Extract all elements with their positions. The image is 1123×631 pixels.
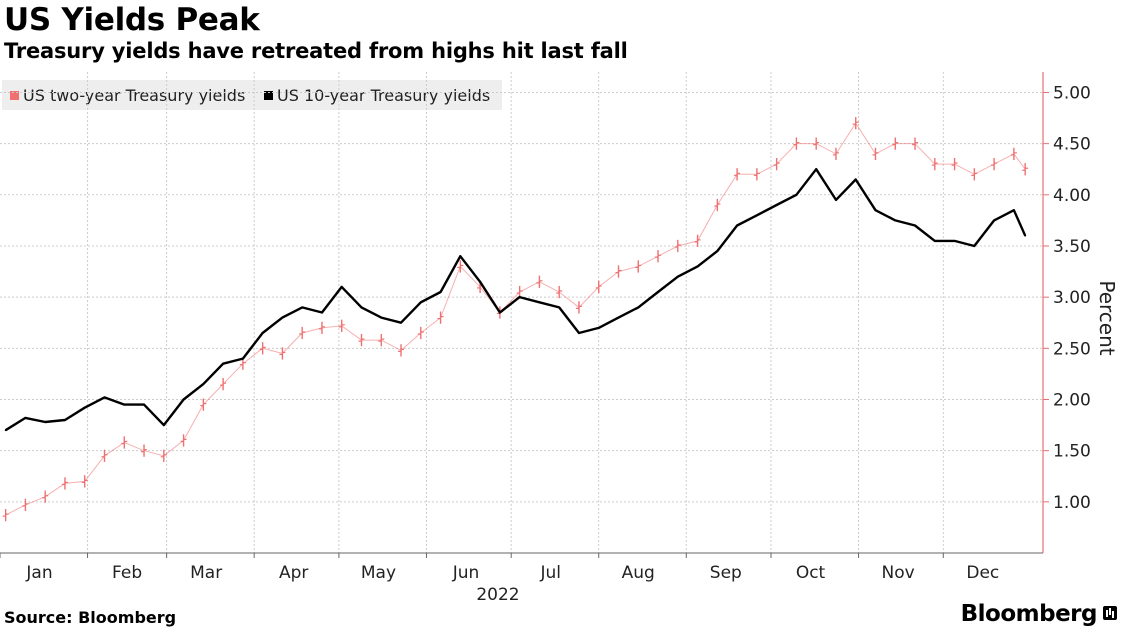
ten-year-point — [953, 239, 956, 242]
ten-year-point — [914, 224, 916, 227]
ten-year-point — [301, 306, 304, 309]
ten-year-point — [716, 250, 719, 252]
legend-item-ten-year: US 10-year Treasury yields — [264, 86, 490, 105]
legend-label-ten-year: US 10-year Treasury yields — [277, 86, 491, 105]
x-axis-year-label: 2022 — [476, 585, 519, 605]
ten-year-point — [143, 403, 145, 406]
ten-year-point — [321, 311, 323, 314]
ten-year-point — [123, 403, 126, 406]
ten-year-point — [795, 193, 798, 196]
ten-year-point — [498, 311, 501, 314]
ten-year-point — [419, 301, 422, 304]
legend-swatch-ten-year — [264, 91, 273, 100]
ten-year-point — [854, 178, 857, 181]
ten-year-point — [874, 209, 877, 212]
ten-year-point — [933, 239, 936, 242]
ten-year-point — [538, 301, 541, 304]
legend-swatch-two-year — [10, 91, 19, 100]
legend-item-two-year: US two-year Treasury yields — [10, 86, 245, 105]
ten-year-point — [241, 357, 244, 360]
x-tick-label: Sep — [710, 563, 742, 583]
ten-year-point — [1024, 234, 1027, 237]
y-tick-label: 2.50 — [1053, 339, 1091, 359]
ten-year-point — [360, 306, 363, 309]
chart-legend: US two-year Treasury yields US 10-year T… — [2, 80, 502, 110]
ten-year-point — [459, 255, 462, 258]
ten-year-point — [380, 316, 383, 319]
chart-title: US Yields Peak — [4, 2, 260, 38]
ten-year-point — [736, 224, 739, 227]
x-tick-label: May — [361, 563, 396, 583]
ten-year-point — [657, 291, 659, 293]
ten-year-point — [993, 219, 996, 222]
y-tick-label: 1.50 — [1053, 442, 1091, 462]
bloomberg-terminal-icon — [1103, 606, 1117, 620]
y-tick-label: 3.00 — [1053, 288, 1091, 308]
ten-year-point — [222, 362, 225, 365]
ten-year-point — [400, 321, 402, 324]
x-tick-label: Jan — [25, 563, 52, 583]
y-tick-label: 4.00 — [1053, 186, 1091, 206]
y-tick-label: 3.50 — [1053, 237, 1091, 257]
ten-year-point — [755, 214, 758, 217]
ten-year-point — [64, 419, 66, 421]
ten-year-point — [439, 291, 442, 293]
ten-year-point — [815, 168, 818, 171]
ten-year-point — [182, 398, 185, 401]
ten-year-point — [1012, 209, 1015, 212]
ten-year-point — [83, 406, 86, 409]
y-tick-label: 2.00 — [1053, 390, 1091, 410]
ten-year-point — [518, 296, 521, 299]
x-tick-label: Jun — [452, 563, 480, 583]
x-tick-label: Mar — [190, 563, 222, 583]
brand-logo: Bloomberg — [961, 601, 1117, 627]
brand-name: Bloomberg — [960, 601, 1098, 627]
y-tick-label: 1.00 — [1053, 493, 1091, 513]
ten-year-point — [4, 429, 7, 432]
x-tick-label: Nov — [881, 563, 914, 583]
ten-year-point — [578, 332, 580, 334]
ten-year-point — [637, 306, 640, 309]
chart-subtitle: Treasury yields have retreated from high… — [4, 39, 628, 63]
y-axis-label: Percent — [1095, 280, 1119, 355]
ten-year-point — [894, 219, 897, 222]
x-tick-label: Oct — [796, 563, 826, 583]
x-tick-label: Apr — [279, 563, 308, 583]
ten-year-point — [835, 199, 837, 201]
ten-year-point — [775, 204, 778, 206]
ten-year-point — [973, 245, 976, 247]
ten-year-point — [558, 306, 561, 309]
ten-year-point — [340, 286, 343, 288]
x-tick-label: Feb — [112, 563, 142, 583]
two-year-series-line — [5, 122, 1026, 516]
ten-year-series-line — [4, 167, 1027, 432]
x-tick-label: Aug — [622, 563, 655, 583]
y-tick-label: 5.00 — [1053, 83, 1091, 103]
ten-year-point — [617, 316, 620, 319]
x-tick-label: Dec — [966, 563, 999, 583]
ten-year-point — [676, 275, 679, 278]
y-tick-label: 4.50 — [1053, 135, 1091, 155]
ten-year-point — [202, 383, 205, 386]
ten-year-point — [24, 417, 27, 419]
ten-year-point — [261, 332, 264, 334]
ten-year-point — [44, 421, 47, 423]
ten-year-point — [281, 316, 284, 319]
ten-year-point — [103, 396, 106, 399]
ten-year-point — [162, 424, 165, 426]
legend-label-two-year: US two-year Treasury yields — [23, 86, 246, 105]
source-note: Source: Bloomberg — [4, 608, 177, 627]
x-tick-label: Jul — [539, 563, 561, 583]
ten-year-point — [696, 265, 699, 268]
ten-year-point — [597, 326, 600, 329]
ten-year-point — [479, 280, 482, 283]
